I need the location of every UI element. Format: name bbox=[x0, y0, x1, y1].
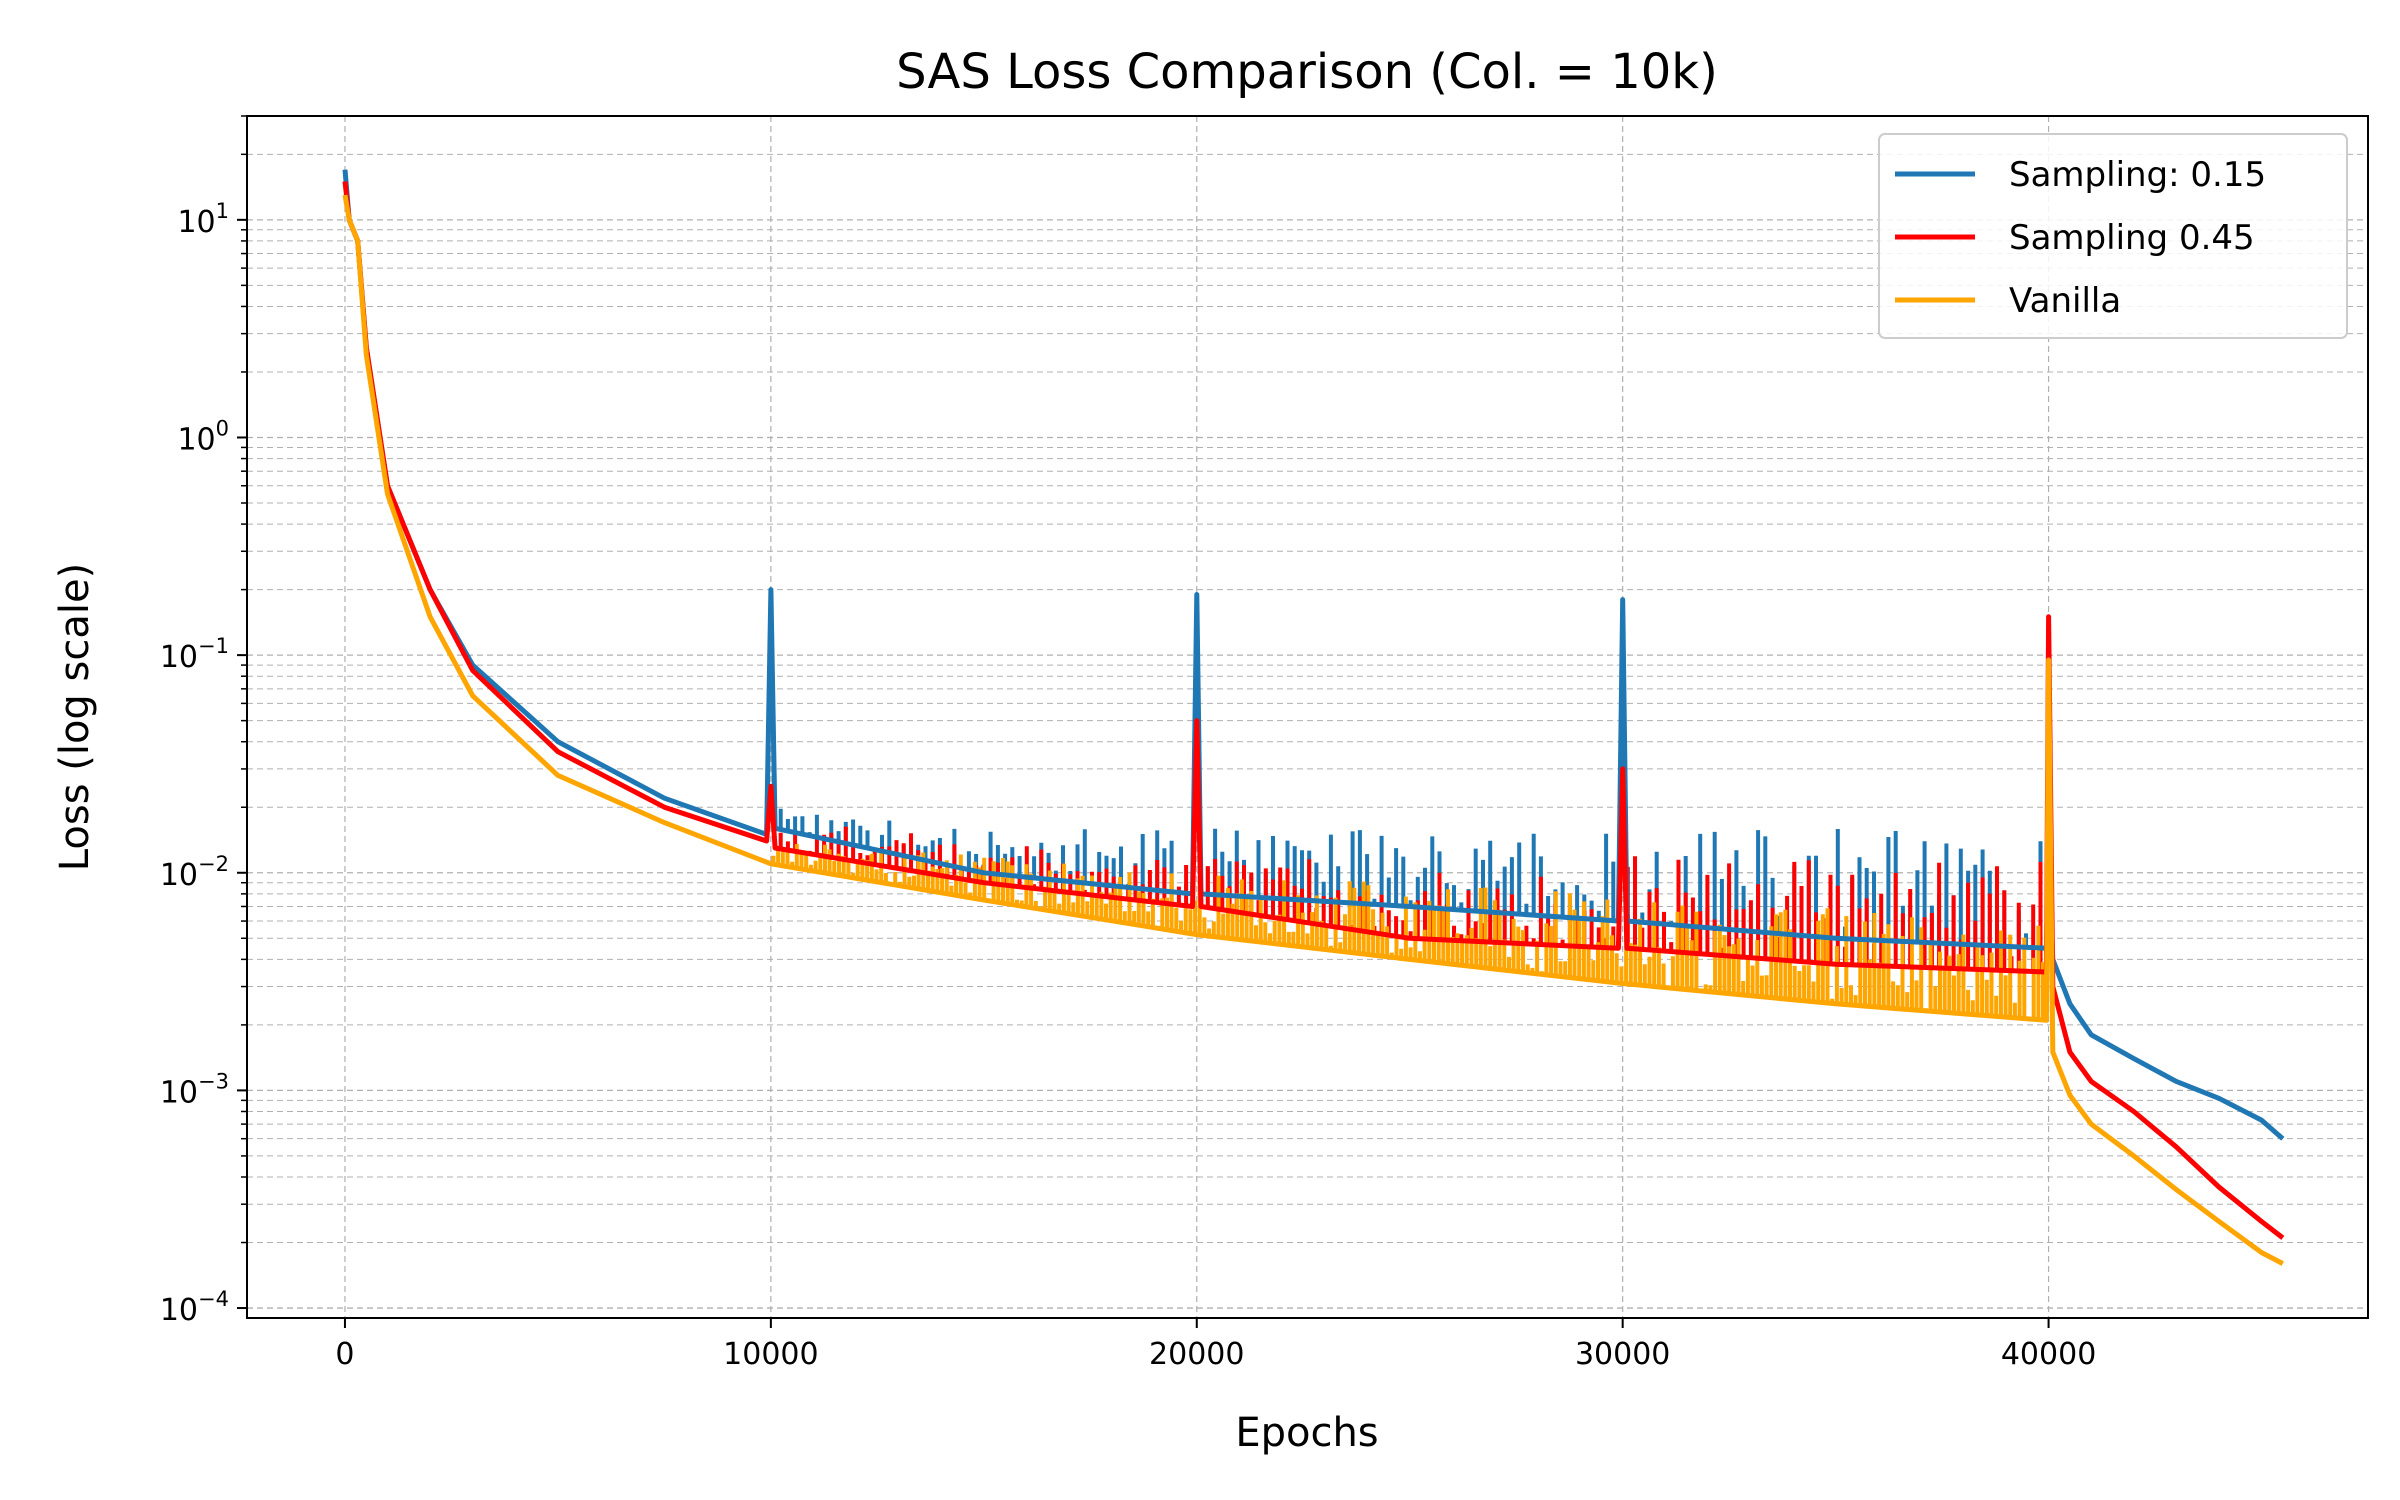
series-line-2 bbox=[342, 194, 2284, 1266]
series-line-1 bbox=[342, 181, 2285, 1240]
x-tick-label-2: 20000 bbox=[1149, 1337, 1244, 1372]
x-tick-label-1: 10000 bbox=[723, 1337, 818, 1372]
y-tick-label-4: 100 bbox=[177, 416, 229, 457]
y-tick-label-3: 10−1 bbox=[160, 634, 229, 675]
axis-ticks: 0 10000 20000 30000 40000 10−4 10−3 10−2 10−1 100… bbox=[160, 115, 2096, 1372]
x-tick-label-3: 30000 bbox=[1575, 1337, 1670, 1372]
x-tick-label-4: 40000 bbox=[2001, 1337, 2096, 1372]
legend-label-1: Sampling 0.45 bbox=[2009, 218, 2255, 258]
y-tick-label-5: 101 bbox=[177, 199, 229, 240]
legend-label-0: Sampling: 0.15 bbox=[2009, 155, 2266, 195]
y-tick-label-2: 10−2 bbox=[160, 852, 229, 893]
chart-title: SAS Loss Comparison (Col. = 10k) bbox=[896, 44, 1718, 100]
legend: Sampling: 0.15 Sampling 0.45 Vanilla bbox=[1878, 133, 2348, 339]
y-tick-label-1: 10−3 bbox=[160, 1069, 229, 1110]
noise-band-2 bbox=[771, 844, 2045, 1020]
legend-label-2: Vanilla bbox=[2009, 281, 2121, 321]
x-tick-label-0: 0 bbox=[335, 1337, 354, 1372]
plot-frame bbox=[246, 115, 2369, 1319]
y-axis-label: Loss (log scale) bbox=[52, 563, 98, 871]
grid bbox=[247, 115, 2368, 1318]
x-axis-label: Epochs bbox=[1235, 1410, 1378, 1456]
legend-box bbox=[1878, 133, 2348, 339]
series-lines bbox=[342, 169, 2285, 1266]
y-tick-label-0: 10−4 bbox=[160, 1287, 229, 1328]
